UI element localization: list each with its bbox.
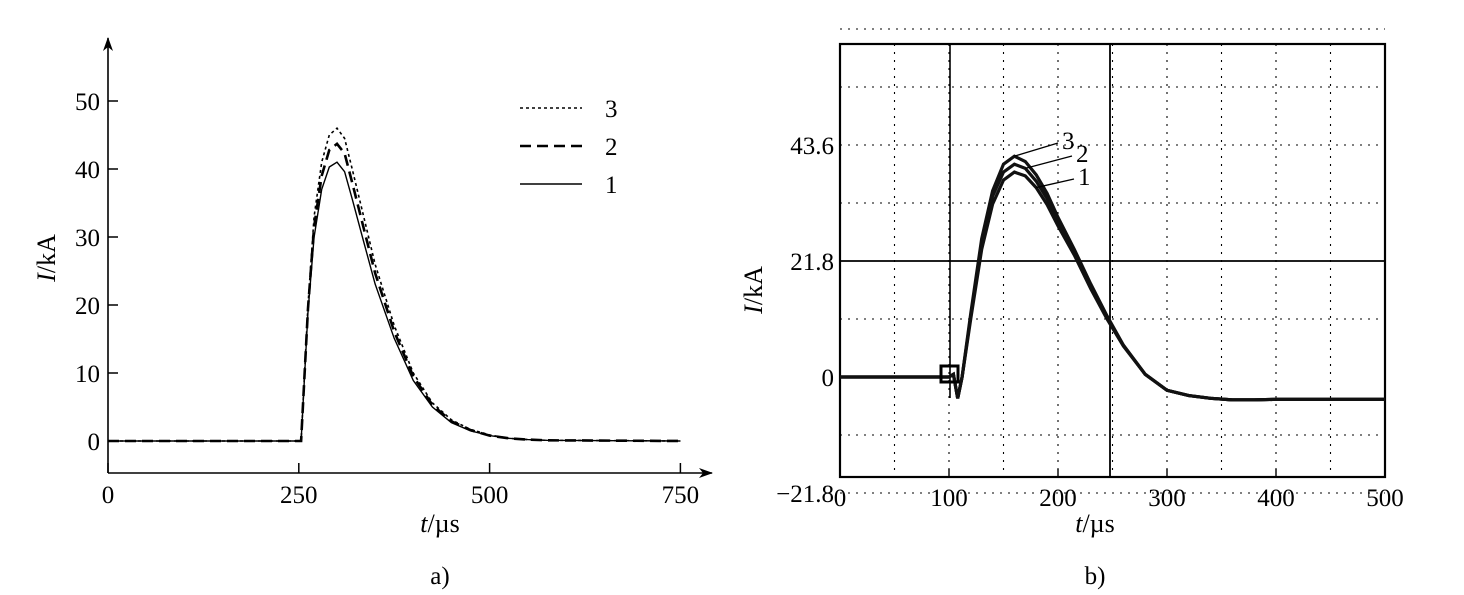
chart-b-x-tick-label: 400	[1257, 485, 1295, 512]
chart-b-x-tick-label: 0	[834, 485, 847, 512]
chart-b-y-tick-label: −21.8	[776, 481, 834, 508]
chart-b-y-tick-label: 43.6	[790, 133, 834, 160]
chart-b-caption: b)	[1085, 563, 1106, 590]
chart-b-annotation-leader	[1036, 178, 1075, 189]
chart-a-series-3-line	[108, 127, 681, 442]
chart-b-plot-frame	[838, 42, 1387, 479]
chart-b-annotation-label: 1	[1078, 164, 1091, 191]
chart-b-annotation-label: 2	[1076, 141, 1089, 168]
chart-a-legend-label: 1	[605, 172, 618, 199]
chart-a-x-tick-label: 500	[471, 482, 509, 509]
chart-a-y-label: I/kA	[32, 234, 61, 283]
chart-b-annotation-leader	[1014, 142, 1059, 157]
chart-b-annotation-leader	[1025, 155, 1073, 170]
chart-b-x-tick-label: 300	[1148, 485, 1186, 512]
chart-b-series-1-line	[840, 170, 1385, 402]
chart-a-y-tick-label: 50	[75, 89, 100, 116]
chart-a-legend: 3 2 1	[520, 96, 618, 199]
chart-a-y-tick-label: 0	[88, 429, 101, 456]
chart-a-y-tick-label: 20	[75, 293, 100, 320]
chart-a-legend-label: 3	[605, 96, 618, 123]
chart-a-series-1-line	[108, 161, 681, 442]
chart-b-annotation-label: 3	[1062, 128, 1075, 155]
chart-b-x-label: t/µs	[1075, 509, 1115, 538]
chart-a-x-tick-label: 0	[102, 482, 115, 509]
chart-b-y-label: I/kA	[739, 266, 768, 315]
chart-b-y-tick-label: 21.8	[790, 249, 834, 276]
chart-a: 0 250 500 750 0 10 20 30 40 50 3 2 1 t/µs I/kA a)	[32, 37, 713, 590]
chart-a-x-tick-label: 250	[280, 482, 318, 509]
chart-b-y-tick-label: 0	[822, 365, 835, 392]
chart-b-series-3-line	[840, 154, 1385, 402]
chart-b-x-tick-label: 100	[930, 485, 968, 512]
chart-b-x-tick-label: 500	[1366, 485, 1404, 512]
chart-a-y-tick-label: 40	[75, 157, 100, 184]
chart-a-series-2-line	[108, 141, 681, 443]
chart-a-legend-label: 2	[605, 134, 618, 161]
chart-a-y-tick-label: 10	[75, 361, 100, 388]
chart-a-x-label: t/µs	[420, 509, 460, 538]
chart-a-y-tick-label: 30	[75, 225, 100, 252]
chart-a-x-tick-label: 750	[662, 482, 700, 509]
chart-b-trigger-marker	[939, 364, 960, 384]
chart-a-caption: a)	[430, 563, 449, 590]
chart-b-x-tick-label: 200	[1039, 485, 1077, 512]
